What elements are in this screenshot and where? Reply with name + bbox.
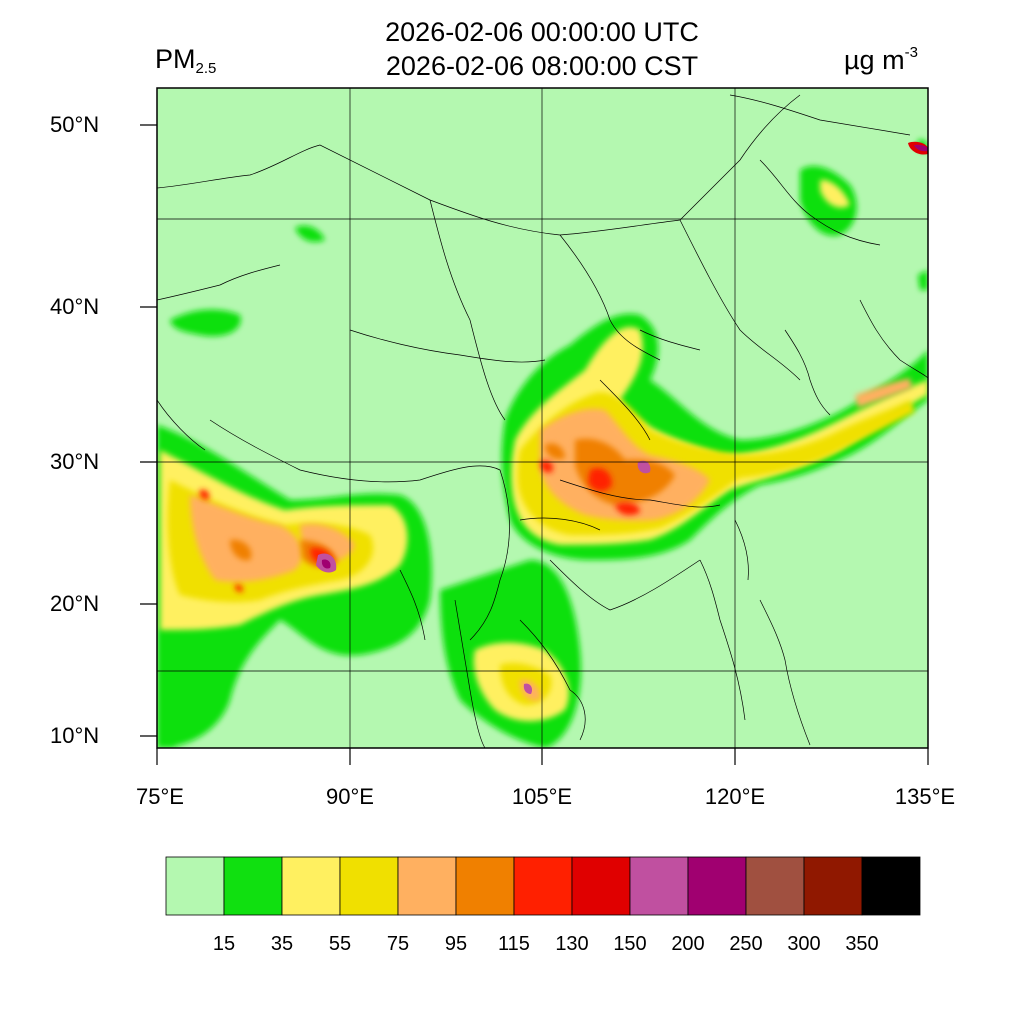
colorbar-threshold-label: 300 — [787, 933, 821, 955]
lon-label-105e: 105°E — [511, 784, 573, 809]
unit-label: µg m-3 — [844, 44, 918, 76]
unit-superscript: -3 — [904, 44, 918, 61]
variable-main: PM — [155, 44, 196, 74]
lon-label-135e: 135°E — [894, 784, 956, 809]
lat-label-10n: 10°N — [50, 723, 100, 748]
variable-subscript: 2.5 — [195, 60, 217, 77]
colorbar-threshold-label: 350 — [845, 933, 879, 955]
title-utc-time: 2026-02-06 00:00:00 UTC — [385, 17, 699, 47]
lat-label-20n: 20°N — [50, 591, 100, 616]
lat-label-40n: 40°N — [50, 294, 100, 319]
colorbar-threshold-label: 55 — [328, 933, 352, 955]
graticule — [157, 88, 928, 748]
colorbar-threshold-label: 250 — [729, 933, 763, 955]
boundary-lines — [157, 94, 928, 748]
unit-main: µg m — [844, 45, 905, 75]
concentration-field — [157, 88, 928, 748]
lat-label-30n: 30°N — [50, 449, 100, 474]
colorbar-threshold-label: 75 — [386, 933, 410, 955]
lon-label-75e: 75°E — [136, 784, 184, 809]
level-200-plus-hotspots — [316, 141, 928, 694]
colorbar-threshold-label: 15 — [212, 933, 236, 955]
lon-label-90e: 90°E — [326, 784, 374, 809]
colorbar-threshold-label: 200 — [671, 933, 705, 955]
variable-label: PM2.5 — [155, 44, 216, 77]
axis-ticks — [140, 124, 929, 765]
colorbar-threshold-label: 115 — [498, 933, 530, 955]
colorbar-threshold-label: 150 — [613, 933, 647, 955]
lat-label-50n: 50°N — [50, 112, 100, 137]
colorbar-threshold-label: 95 — [444, 933, 468, 955]
colorbar-threshold-label: 35 — [270, 933, 294, 955]
title-local-time: 2026-02-06 08:00:00 CST — [385, 51, 699, 81]
lon-label-120e: 120°E — [704, 784, 766, 809]
colorbar-threshold-label: 130 — [555, 933, 589, 955]
